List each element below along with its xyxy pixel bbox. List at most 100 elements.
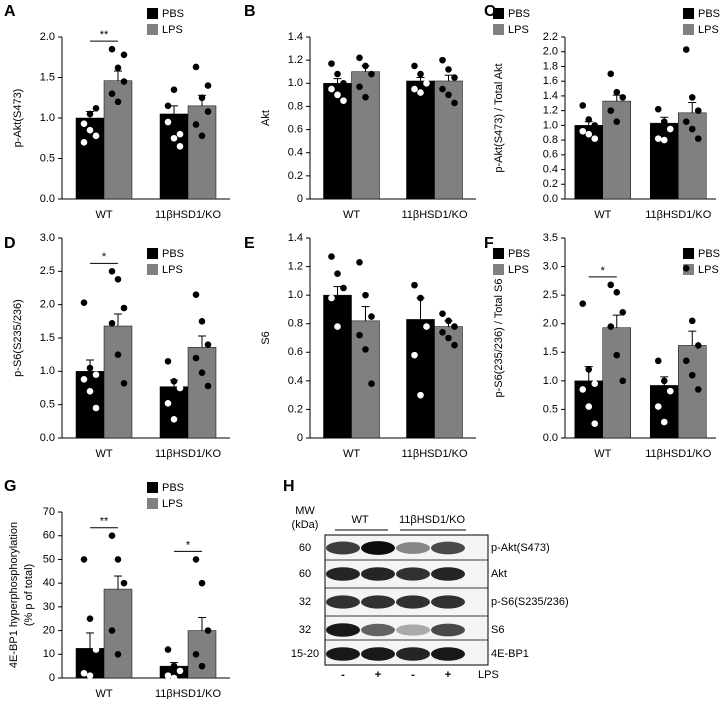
y-axis-label: p-Akt(S473) / Total Akt <box>493 63 505 172</box>
y-tick-label: 3.0 <box>543 260 558 272</box>
y-tick-label: 1.0 <box>288 77 303 89</box>
x-tick-label: WT <box>95 209 112 221</box>
data-point <box>579 127 587 135</box>
y-tick-label: 1.2 <box>288 260 303 272</box>
significance-label: ** <box>100 516 109 528</box>
data-point <box>334 323 341 330</box>
data-point <box>585 366 593 373</box>
y-tick-label: 2.0 <box>543 318 558 330</box>
data-point <box>192 63 200 71</box>
mw-label: 32 <box>299 596 311 608</box>
legend-swatch <box>147 264 158 275</box>
data-point <box>660 377 668 385</box>
y-tick-label: 1.0 <box>543 119 558 131</box>
error-bar <box>114 70 122 81</box>
y-tick-label: 0.6 <box>543 149 558 161</box>
blot-band <box>326 623 360 637</box>
data-point <box>362 291 369 299</box>
data-point <box>423 323 430 330</box>
data-point <box>579 102 587 109</box>
x-tick-label: WT <box>95 688 112 699</box>
bar <box>187 347 217 439</box>
data-point <box>120 380 128 387</box>
error-bar <box>688 330 697 346</box>
chart-panel: Ap-Akt(S473) 0.0 0.5 1.0 1.5 2.0 PBS LPS WT ** 11β… <box>4 3 230 221</box>
data-point <box>198 94 206 102</box>
mw-header: (kDa) <box>292 519 319 531</box>
x-tick-label: 11βHSD1/KO <box>645 448 711 460</box>
y-tick-label: 1.4 <box>288 31 303 43</box>
chart-panel: B Akt 0 0.2 0.4 0.6 0.8 1.0 1.2 1.4 PBS LPS WT 11βHSD… <box>244 3 530 221</box>
y-tick-label: 20 <box>43 624 55 636</box>
data-point <box>417 70 424 78</box>
data-point <box>120 51 128 59</box>
bar <box>406 319 435 439</box>
data-point <box>114 351 122 358</box>
blot-band <box>396 624 430 636</box>
blot-band <box>431 567 465 581</box>
x-tick-label: 11βHSD1/KO <box>155 448 221 460</box>
panel-letter: A <box>4 3 16 20</box>
y-tick-label: 1.0 <box>40 365 55 377</box>
data-point <box>192 354 200 362</box>
data-point <box>114 556 122 563</box>
data-point <box>654 135 662 142</box>
y-tick-label: 1.8 <box>543 60 558 72</box>
x-tick-label: 11βHSD1/KO <box>401 209 467 221</box>
data-point <box>688 317 696 325</box>
y-tick-label: 2.0 <box>543 46 558 58</box>
blot-band <box>361 567 395 581</box>
blot-band <box>326 541 360 555</box>
data-point <box>164 672 172 679</box>
error-bar <box>688 102 697 113</box>
chart-panel: E S6 0 0.2 0.4 0.6 0.8 1.0 1.2 1.4 PBS LPS WT 11βHSD1… <box>244 232 530 460</box>
mw-label: 32 <box>299 624 311 636</box>
x-tick-label: 11βHSD1/KO <box>155 688 221 699</box>
data-point <box>660 118 668 125</box>
blot-band <box>361 541 395 555</box>
bar <box>406 80 435 200</box>
data-point <box>417 294 424 302</box>
bar <box>434 326 463 439</box>
data-point <box>417 89 424 96</box>
data-point <box>688 371 696 379</box>
data-point <box>688 125 696 133</box>
chart-panel: Dp-S6(S235/236) 0.0 0.5 1.0 1.5 2.0 2.5 3.0 PBS L… <box>4 232 230 460</box>
chart-panel: G 4E-BP1 hyperphosphorylation (% p of tota… <box>4 478 230 700</box>
panel-letter: H <box>283 478 295 495</box>
data-point <box>411 351 418 359</box>
data-point <box>619 308 627 316</box>
data-point <box>682 118 690 125</box>
data-point <box>86 364 94 372</box>
y-tick-label: 0.6 <box>288 346 303 358</box>
data-point <box>86 126 94 134</box>
legend-label: PBS <box>162 8 184 20</box>
y-tick-label: 0.5 <box>40 152 55 164</box>
significance-label: * <box>102 251 107 263</box>
y-tick-label: 0.0 <box>40 193 55 205</box>
y-tick-label: 1.0 <box>288 289 303 301</box>
data-point <box>86 388 94 395</box>
data-point <box>411 85 418 93</box>
y-tick-label: 50 <box>43 553 55 565</box>
data-point <box>619 377 627 385</box>
data-point <box>411 281 418 289</box>
data-point <box>334 91 341 99</box>
y-tick-label: 0.6 <box>288 123 303 135</box>
blot-row-label: S6 <box>491 624 504 636</box>
y-tick-label: 0.2 <box>288 170 303 182</box>
y-tick-label: 2.5 <box>543 289 558 301</box>
data-point <box>445 317 452 325</box>
error-bar <box>444 74 453 81</box>
blot-band <box>396 567 430 581</box>
blot-band <box>431 595 465 609</box>
legend-swatch <box>683 24 694 35</box>
y-tick-label: 1.4 <box>288 232 303 244</box>
data-point <box>192 291 200 298</box>
error-bar <box>198 617 206 631</box>
bar <box>574 125 603 200</box>
significance-label: * <box>601 265 606 277</box>
data-point <box>108 45 116 53</box>
data-point <box>660 418 668 426</box>
data-point <box>198 132 206 140</box>
